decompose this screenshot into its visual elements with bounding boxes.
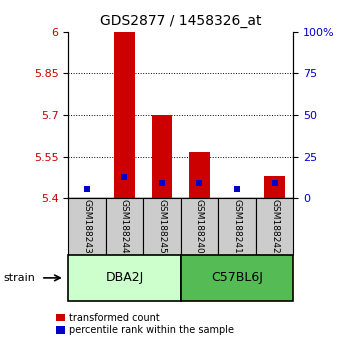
Bar bbox=[181, 255, 293, 301]
Bar bbox=[189, 153, 210, 198]
Text: GSM188243: GSM188243 bbox=[83, 199, 91, 254]
Bar bbox=[68, 198, 106, 255]
Text: GSM188242: GSM188242 bbox=[270, 199, 279, 254]
Text: DBA2J: DBA2J bbox=[105, 272, 144, 284]
Bar bbox=[106, 198, 143, 255]
Text: GSM188244: GSM188244 bbox=[120, 199, 129, 254]
Bar bbox=[181, 198, 218, 255]
Bar bbox=[152, 115, 172, 198]
Text: GSM188240: GSM188240 bbox=[195, 199, 204, 254]
Text: GSM188241: GSM188241 bbox=[233, 199, 241, 254]
Title: GDS2877 / 1458326_at: GDS2877 / 1458326_at bbox=[100, 14, 262, 28]
Bar bbox=[68, 255, 181, 301]
Bar bbox=[256, 198, 293, 255]
Text: C57BL6J: C57BL6J bbox=[211, 272, 263, 284]
Bar bbox=[114, 32, 135, 198]
Text: GSM188245: GSM188245 bbox=[158, 199, 166, 254]
Bar bbox=[264, 176, 285, 198]
Bar bbox=[218, 198, 256, 255]
Bar bbox=[143, 198, 181, 255]
Legend: transformed count, percentile rank within the sample: transformed count, percentile rank withi… bbox=[56, 313, 234, 335]
Text: strain: strain bbox=[3, 273, 35, 283]
